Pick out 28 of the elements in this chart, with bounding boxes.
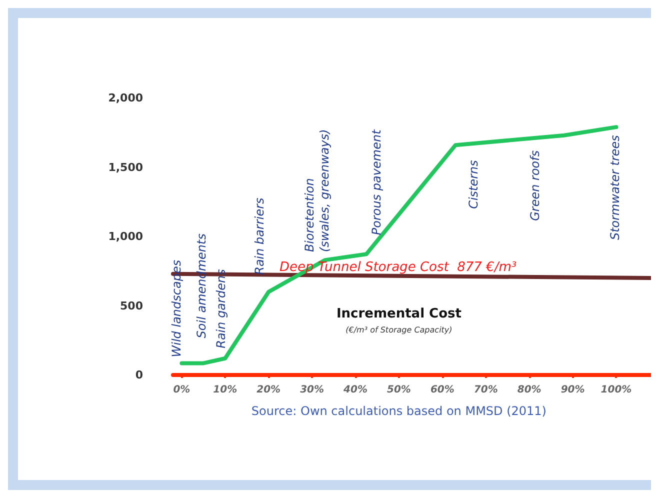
y-tick-label: 1,500 (108, 160, 144, 174)
x-tick-label: 0% (173, 384, 190, 396)
annotation: (€/m³ of Storage Capacity) (346, 325, 452, 334)
x-tick-label: 20% (256, 384, 281, 396)
y-tick-label: 2,000 (108, 92, 144, 104)
annotation: Porous pavement (369, 128, 384, 236)
x-tick-label: 100% (600, 384, 632, 396)
source-note: Source: Own calculations based on MMSD (2011) (251, 404, 546, 418)
annotation: Stormwater trees (608, 135, 622, 240)
annotation: Rain barriers (252, 198, 267, 275)
y-tick-label: 0 (135, 368, 144, 382)
x-tick-label: 50% (386, 384, 411, 396)
x-tick-label: 60% (430, 384, 454, 396)
x-tick-label: 10% (213, 384, 238, 396)
annotation: Bioretention (swales, greenways) (302, 129, 332, 252)
annotation: Rain gardens (214, 269, 228, 348)
y-tick-label: 500 (120, 299, 144, 312)
y-tick-label: 1,000 (108, 230, 144, 243)
x-tick-label: 30% (300, 384, 324, 396)
x-tick-label: 40% (342, 384, 368, 396)
y-axis-title: Incremental Cost (336, 306, 462, 322)
annotation: Wild landscapes (170, 260, 184, 358)
x-tick-label: 70% (474, 384, 498, 396)
annotation: Green roofs (528, 150, 542, 221)
annotation: Cisterns (466, 160, 480, 209)
x-tick-label: 80% (517, 384, 542, 396)
x-tick-label: 90% (560, 384, 585, 396)
annotation: Soil amendments (194, 233, 208, 338)
